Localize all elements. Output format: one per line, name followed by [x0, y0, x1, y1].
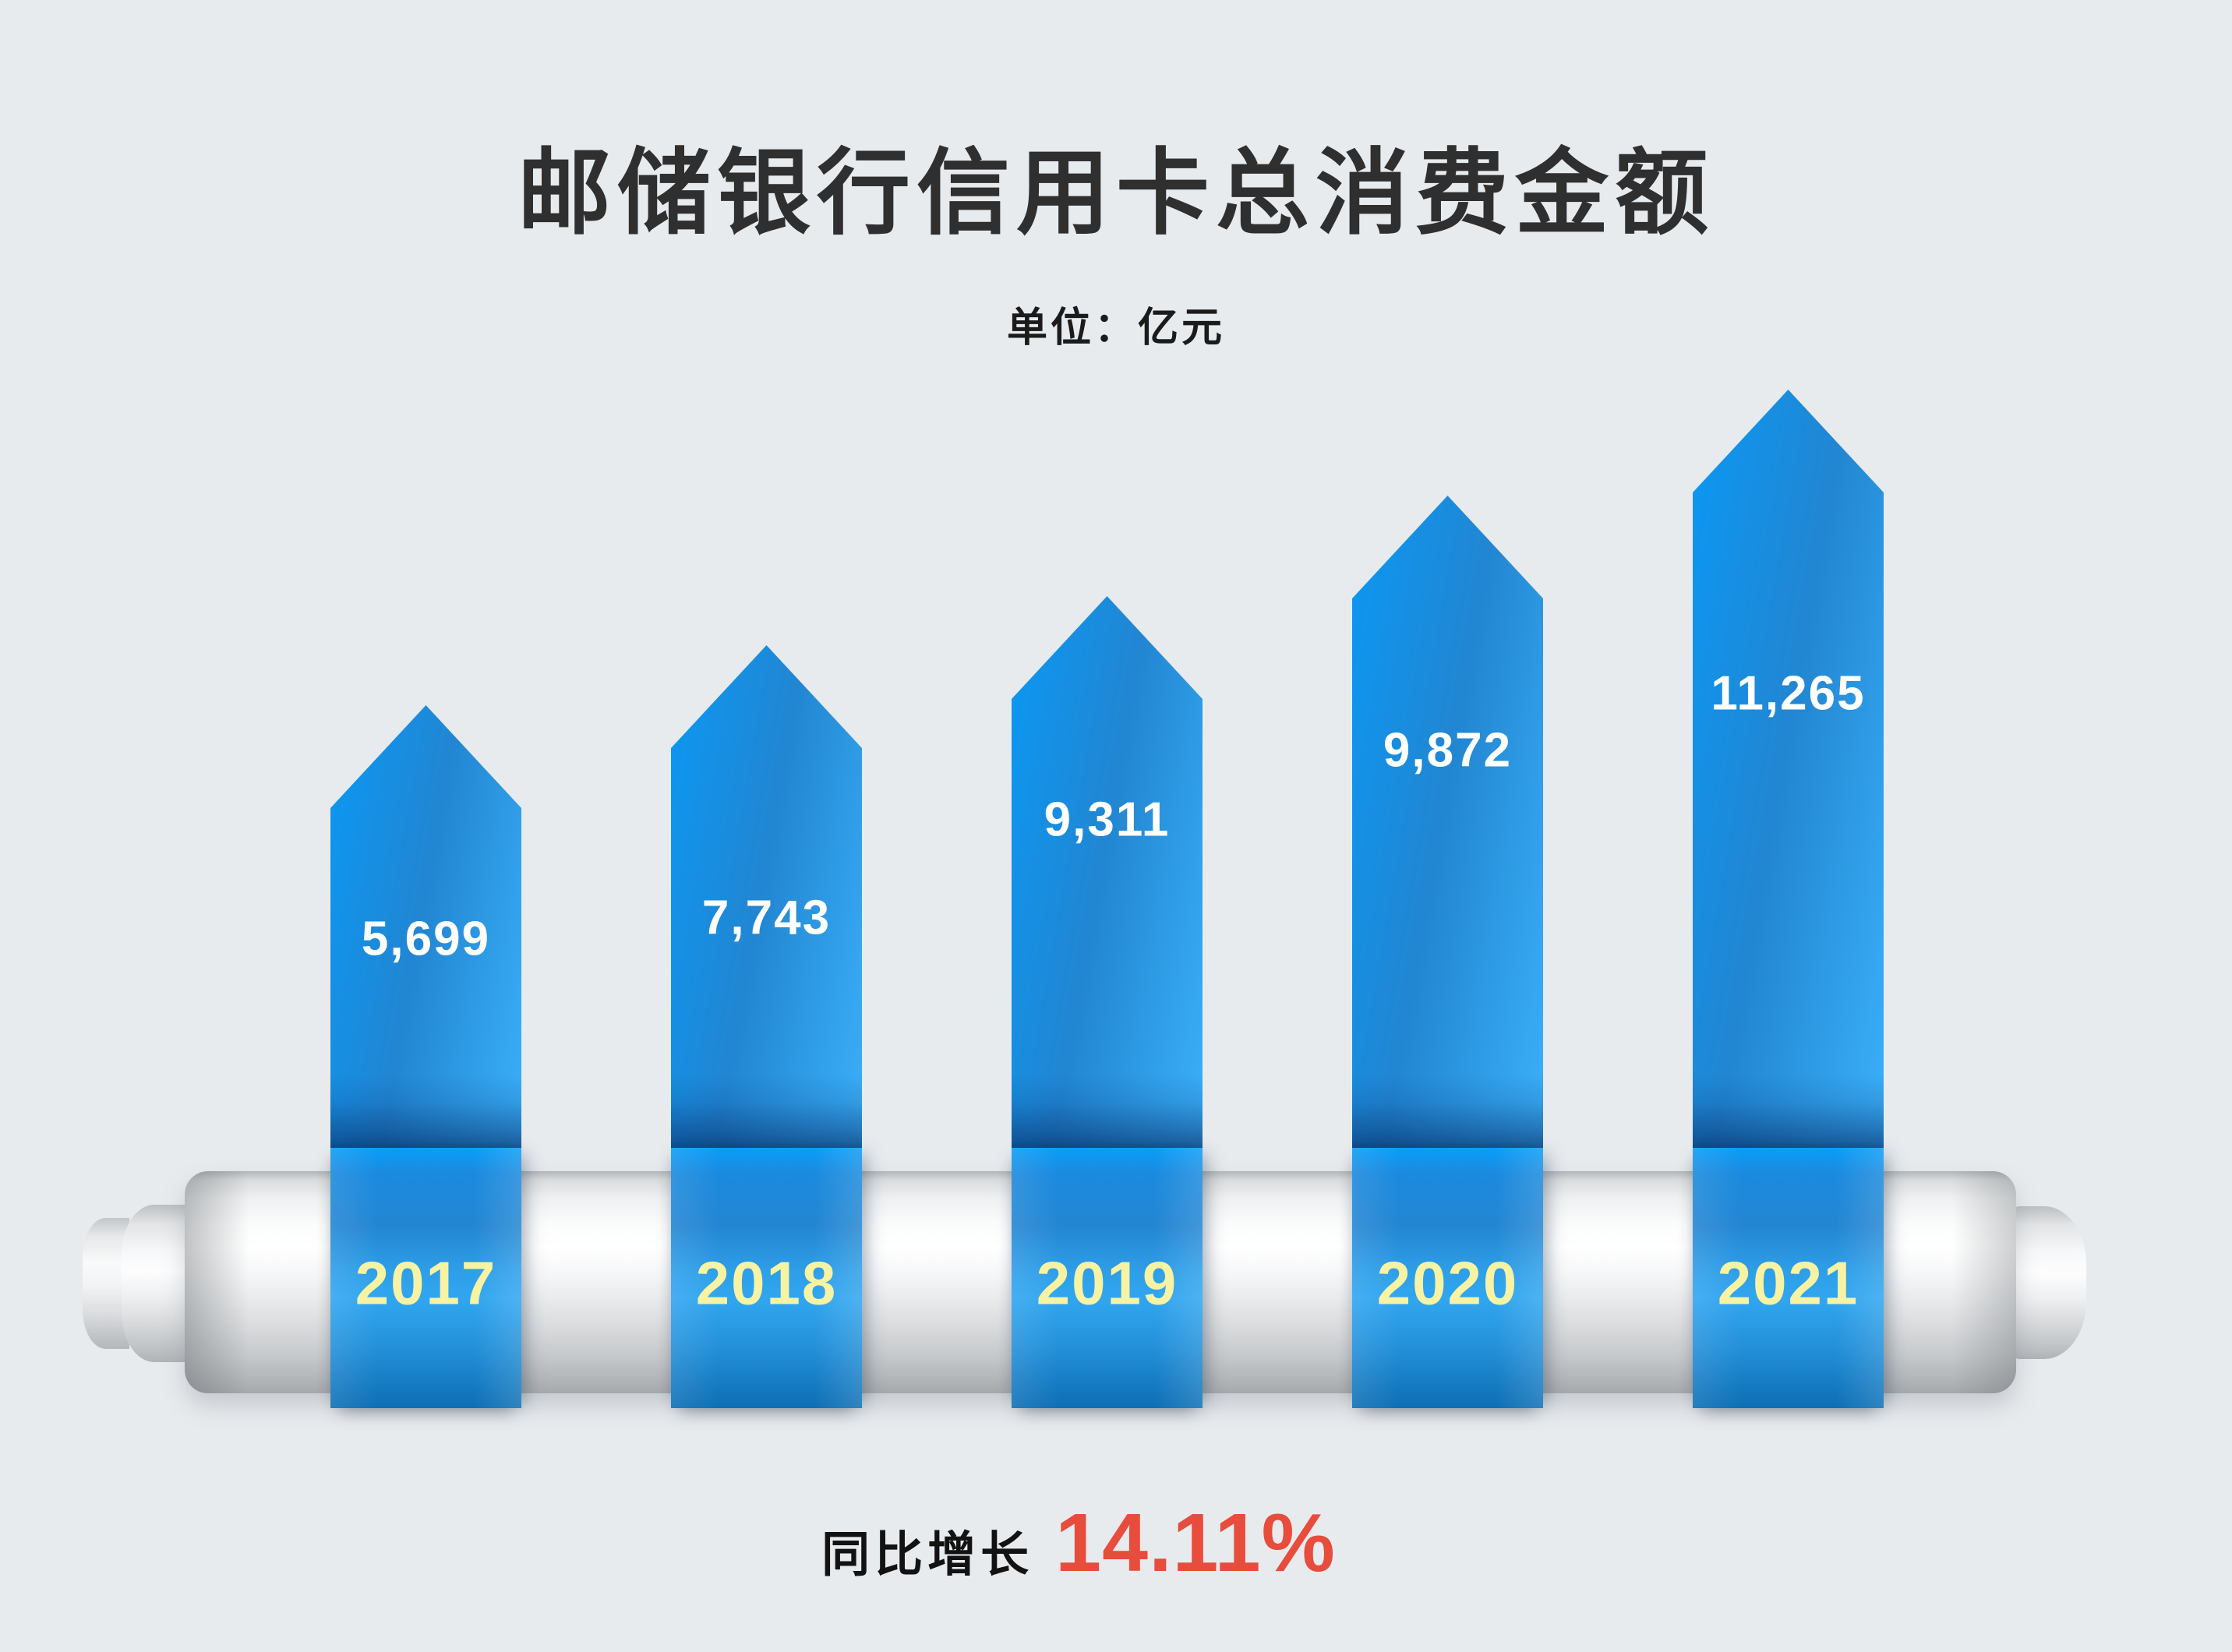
bar-value-label-2020: 9,872: [1383, 723, 1513, 778]
chart-unit-subtitle: 单位：亿元: [1006, 305, 1225, 351]
bar-value-label-2018: 7,743: [701, 891, 832, 945]
bar-value-label-2021: 11,265: [1711, 666, 1866, 721]
cylinder-right-cap: [2013, 1206, 2086, 1359]
bar-arrow-2019: 9,311: [1012, 596, 1203, 1148]
ribbon-2017: 2017: [330, 1148, 521, 1408]
bar-arrow-2017: 5,699: [330, 705, 521, 1148]
cylinder-left-cap: [122, 1205, 192, 1362]
year-label-2021: 2021: [1717, 1248, 1859, 1318]
bar-arrow-2020: 9,872: [1352, 496, 1543, 1148]
bar-arrow-2021: 11,265: [1693, 390, 1884, 1148]
growth-value: 14.11%: [1055, 1497, 1336, 1589]
growth-label: 同比增长: [821, 1528, 1034, 1582]
bar-value-label-2019: 9,311: [1044, 792, 1171, 847]
growth-row: 同比增长 14.11%: [0, 1496, 2195, 1590]
chart-title: 邮储银行信用卡总消费金额: [517, 141, 1715, 245]
bar-arrow-2018: 7,743: [671, 645, 862, 1148]
year-label-2020: 2020: [1376, 1248, 1519, 1318]
ribbon-2019: 2019: [1012, 1148, 1203, 1408]
ribbon-2021: 2021: [1693, 1148, 1884, 1408]
year-label-2019: 2019: [1036, 1248, 1178, 1318]
bar-value-label-2017: 5,699: [361, 912, 491, 966]
ribbon-2018: 2018: [671, 1148, 862, 1408]
year-label-2017: 2017: [355, 1248, 497, 1318]
ribbon-2020: 2020: [1352, 1148, 1543, 1408]
year-label-2018: 2018: [695, 1248, 838, 1318]
